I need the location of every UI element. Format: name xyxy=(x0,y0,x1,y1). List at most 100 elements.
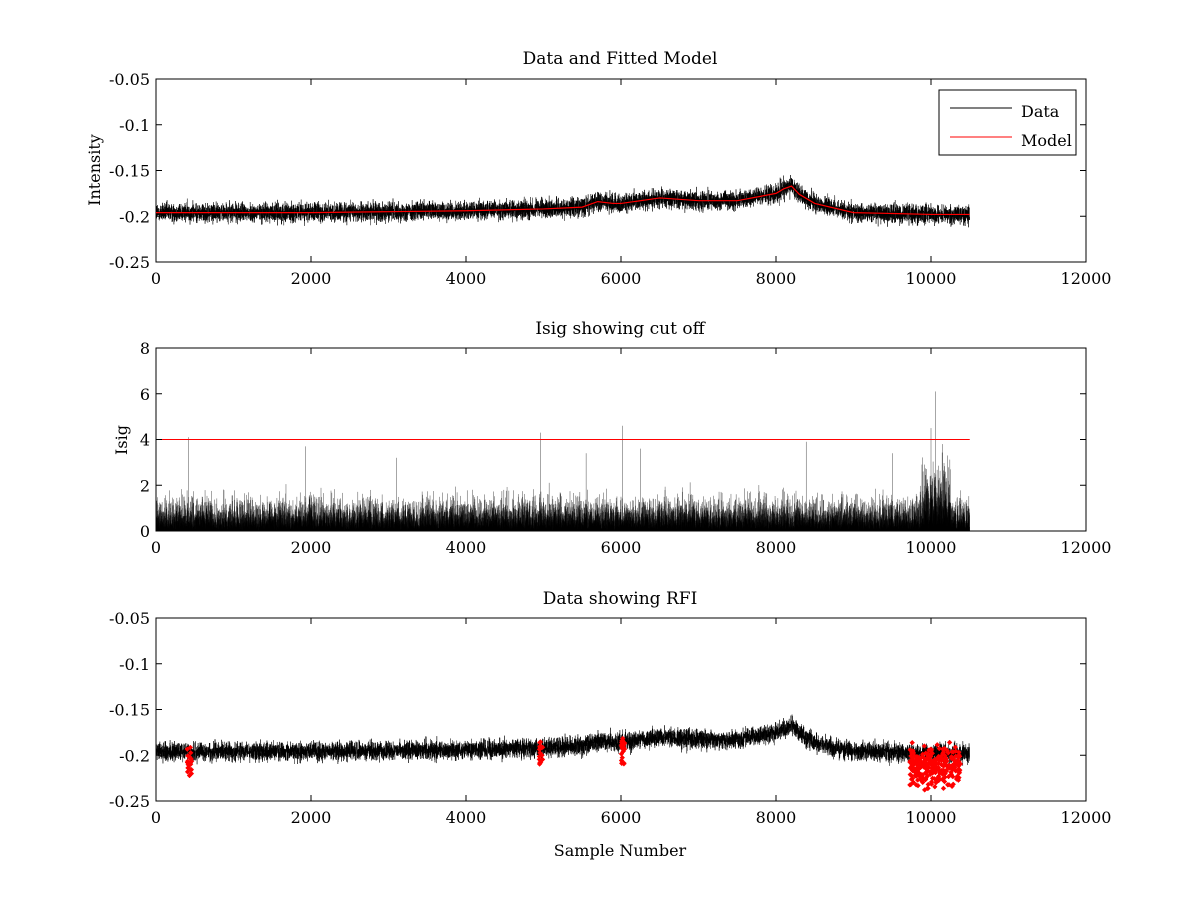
rfi-marker xyxy=(946,739,953,746)
xtick-label: 6000 xyxy=(601,538,642,557)
rfi-marker xyxy=(955,757,961,763)
rfi-marker xyxy=(185,765,191,771)
rfi-marker xyxy=(952,753,959,759)
ytick-label: 6 xyxy=(140,385,150,404)
rfi-marker xyxy=(937,770,943,776)
xtick-label: 6000 xyxy=(601,808,642,827)
xtick-label: 0 xyxy=(151,808,161,827)
rfi-marker xyxy=(922,756,928,762)
rfi-marker xyxy=(953,761,959,768)
subplot-1-ticks: 0 2000 4000 6000 8000 10000 12000 -0.25 -0.2 -0.1… xyxy=(109,70,1111,288)
subplot-1: Data and Fitted Model 0 2000 4000 6000 8000 1… xyxy=(85,49,1111,288)
rfi-marker xyxy=(932,783,938,790)
rfi-marker xyxy=(946,764,952,770)
subplot-2-ylabel: Isig xyxy=(112,425,131,455)
legend-box xyxy=(938,89,1077,156)
rfi-marker xyxy=(620,748,627,755)
rfi-marker xyxy=(184,769,191,775)
rfi-marker xyxy=(956,753,963,760)
subplot-1-model-series xyxy=(156,185,970,216)
ytick-label: -0.15 xyxy=(109,701,150,720)
xtick-label: 4000 xyxy=(446,538,487,557)
ytick-label: -0.15 xyxy=(109,162,150,181)
rfi-marker xyxy=(538,752,545,758)
rfi-marker xyxy=(909,739,915,746)
rfi-marker xyxy=(618,742,625,748)
rfi-marker xyxy=(915,765,922,772)
rfi-marker xyxy=(187,750,194,756)
ytick-label: 4 xyxy=(140,431,150,450)
subplot-1-plot-area: 0 2000 4000 6000 8000 10000 12000 -0.25 -0.2 -0.1… xyxy=(109,70,1111,288)
subplot-3-plot-area: 0 2000 4000 6000 8000 10000 12000 -0.25 -0.2 -0.1… xyxy=(109,609,1111,827)
rfi-marker xyxy=(921,743,928,749)
rfi-marker xyxy=(908,765,915,772)
subplot-1-legend: Data Model xyxy=(938,89,1077,156)
xtick-label: 10000 xyxy=(906,808,957,827)
rfi-marker xyxy=(916,755,923,761)
subplot-1-title: Data and Fitted Model xyxy=(523,49,718,69)
xtick-label: 8000 xyxy=(756,538,797,557)
rfi-marker xyxy=(185,753,191,759)
rfi-marker xyxy=(908,776,915,783)
rfi-marker xyxy=(948,771,954,778)
subplot-2-ticks: 0 2000 4000 6000 8000 10000 12000 0 2 4 6 8 xyxy=(140,339,1112,557)
rfi-marker xyxy=(949,783,955,790)
rfi-marker xyxy=(188,756,194,762)
subplot-1-ylabel: Intensity xyxy=(85,134,104,206)
ytick-label: -0.1 xyxy=(119,116,150,135)
subplot-2-title: Isig showing cut off xyxy=(535,319,706,339)
ytick-label: -0.25 xyxy=(109,792,150,811)
rfi-marker xyxy=(925,761,931,767)
ytick-label: 8 xyxy=(140,339,150,358)
rfi-marker xyxy=(184,759,191,766)
rfi-marker xyxy=(948,753,955,760)
xtick-label: 0 xyxy=(151,538,161,557)
rfi-marker xyxy=(942,754,949,761)
xtick-label: 12000 xyxy=(1061,808,1112,827)
xtick-label: 12000 xyxy=(1061,538,1112,557)
rfi-marker xyxy=(933,764,940,771)
ytick-label: -0.1 xyxy=(119,655,150,674)
rfi-marker xyxy=(187,744,194,751)
rfi-marker xyxy=(937,756,943,762)
rfi-marker xyxy=(536,746,543,753)
ytick-label: -0.25 xyxy=(109,253,150,272)
xtick-label: 4000 xyxy=(446,269,487,288)
rfi-marker xyxy=(928,748,934,754)
rfi-marker xyxy=(913,771,919,777)
xtick-label: 12000 xyxy=(1061,269,1112,288)
xtick-label: 2000 xyxy=(291,538,332,557)
rfi-marker xyxy=(920,775,926,781)
rfi-marker xyxy=(913,782,919,788)
subplot-3-ticks: 0 2000 4000 6000 8000 10000 12000 -0.25 -0.2 -0.1… xyxy=(109,609,1111,827)
rfi-marker xyxy=(925,785,931,792)
rfi-marker xyxy=(936,745,943,752)
xtick-label: 10000 xyxy=(906,269,957,288)
rfi-marker xyxy=(941,778,948,785)
xtick-label: 2000 xyxy=(291,269,332,288)
rfi-marker xyxy=(940,750,946,757)
xtick-label: 4000 xyxy=(446,808,487,827)
xtick-label: 6000 xyxy=(601,269,642,288)
xtick-label: 10000 xyxy=(906,538,957,557)
rfi-marker xyxy=(910,748,916,754)
rfi-marker xyxy=(934,742,940,748)
rfi-marker xyxy=(928,770,934,776)
rfi-marker xyxy=(944,782,951,788)
rfi-marker xyxy=(929,775,936,782)
legend-data-label: Data xyxy=(1021,102,1060,121)
ytick-label: -0.2 xyxy=(119,746,150,765)
legend-model-label: Model xyxy=(1021,131,1072,150)
model-line xyxy=(156,185,970,216)
subplot-3-title: Data showing RFI xyxy=(543,589,698,609)
rfi-marker xyxy=(923,770,929,776)
rfi-marker xyxy=(907,771,913,778)
rfi-marker xyxy=(942,770,948,777)
rfi-marker xyxy=(620,735,626,742)
rfi-marker xyxy=(953,748,959,754)
rfi-marker xyxy=(922,759,928,765)
rfi-marker xyxy=(927,754,933,760)
rfi-marker xyxy=(621,760,627,766)
xtick-label: 8000 xyxy=(756,808,797,827)
